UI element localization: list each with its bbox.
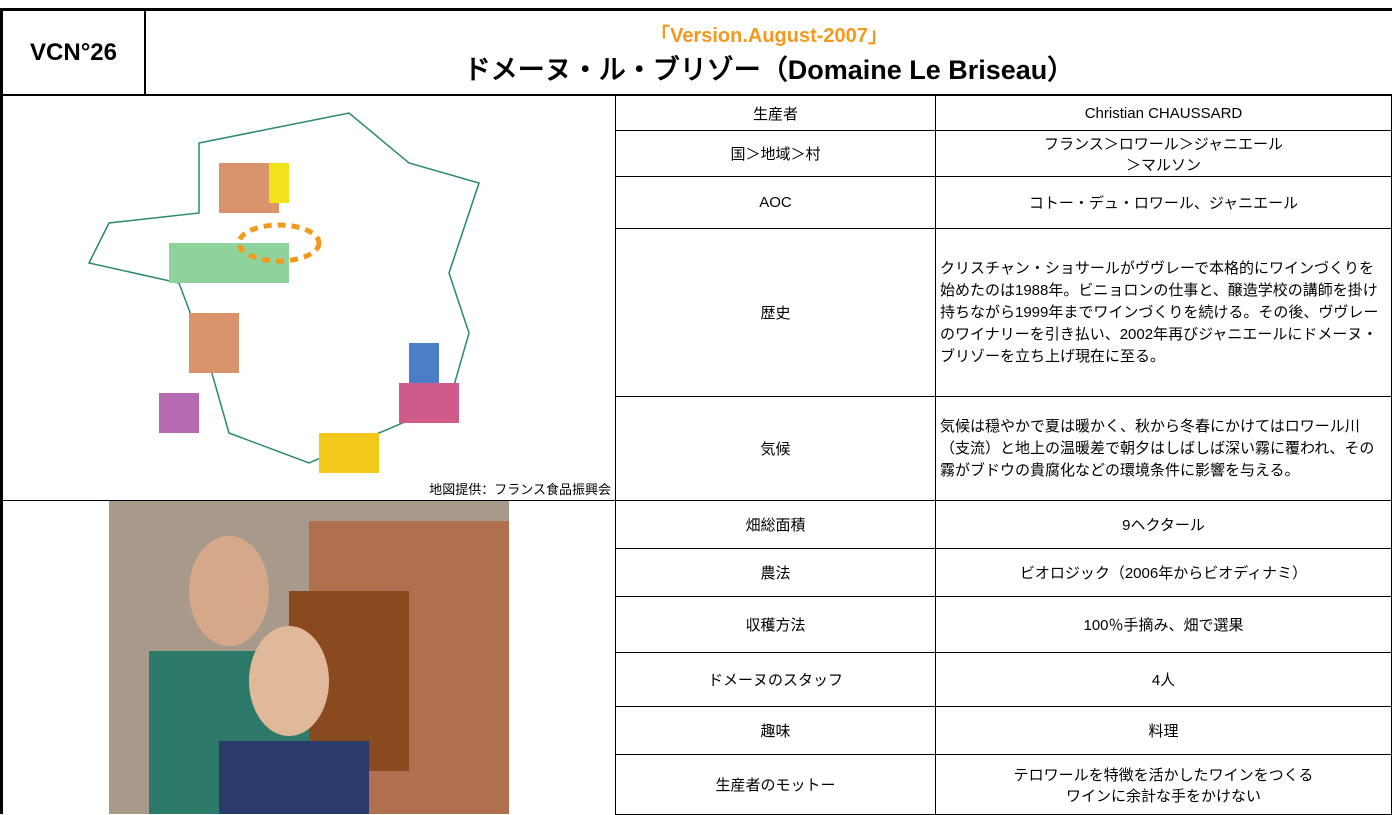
code-cell: VCN°26 xyxy=(0,8,146,96)
value-cell: コトー・デュ・ロワール、ジャニエール xyxy=(935,176,1392,229)
title-cell: 「Version.August-2007」 ドメーヌ・ル・ブリゾー（Domain… xyxy=(145,8,1392,96)
version: 「Version.August-2007」 xyxy=(650,24,888,47)
label-cell: 収穫方法 xyxy=(615,596,936,653)
label-cell: 生産者 xyxy=(615,95,936,131)
value-cell: 気候は穏やかで夏は暖かく、秋から冬春にかけてはロワール川（支流）と地上の温暖差で… xyxy=(935,396,1392,501)
value-cell: テロワールを特徴を活かしたワインをつくる ワインに余計な手をかけない xyxy=(935,754,1392,815)
label-cell: 国＞地域＞村 xyxy=(615,130,936,177)
map-credit: 地図提供：フランス食品振興会 xyxy=(429,482,611,497)
value-cell: 4人 xyxy=(935,652,1392,707)
label-cell: ドメーヌのスタッフ xyxy=(615,652,936,707)
label-cell: 歴史 xyxy=(615,228,936,397)
value-cell: 料理 xyxy=(935,706,1392,755)
value-cell: Christian CHAUSSARD xyxy=(935,95,1392,131)
photo-image xyxy=(109,501,509,814)
label-cell: AOC xyxy=(615,176,936,229)
value-cell: 100％手摘み、畑で選果 xyxy=(935,596,1392,653)
title: ドメーヌ・ル・ブリゾー（Domaine Le Briseau） xyxy=(463,54,1075,85)
label-cell: 気候 xyxy=(615,396,936,501)
value-cell: ビオロジック（2006年からビオディナミ） xyxy=(935,548,1392,597)
label-cell: 農法 xyxy=(615,548,936,597)
label-cell: 趣味 xyxy=(615,706,936,755)
map-cell: 地図提供：フランス食品振興会 xyxy=(0,95,616,501)
code: VCN°26 xyxy=(30,38,117,66)
label-cell: 生産者のモットー xyxy=(615,754,936,815)
map-image xyxy=(87,112,480,473)
label-cell: 畑総面積 xyxy=(615,500,936,549)
photo-cell xyxy=(0,500,616,814)
value-cell: 9ヘクタール xyxy=(935,500,1392,549)
value-cell: フランス＞ロワール＞ジャニエール ＞マルソン xyxy=(935,130,1392,177)
value-cell: クリスチャン・ショサールがヴヴレーで本格的にワインづくりを始めたのは1988年。… xyxy=(935,228,1392,397)
